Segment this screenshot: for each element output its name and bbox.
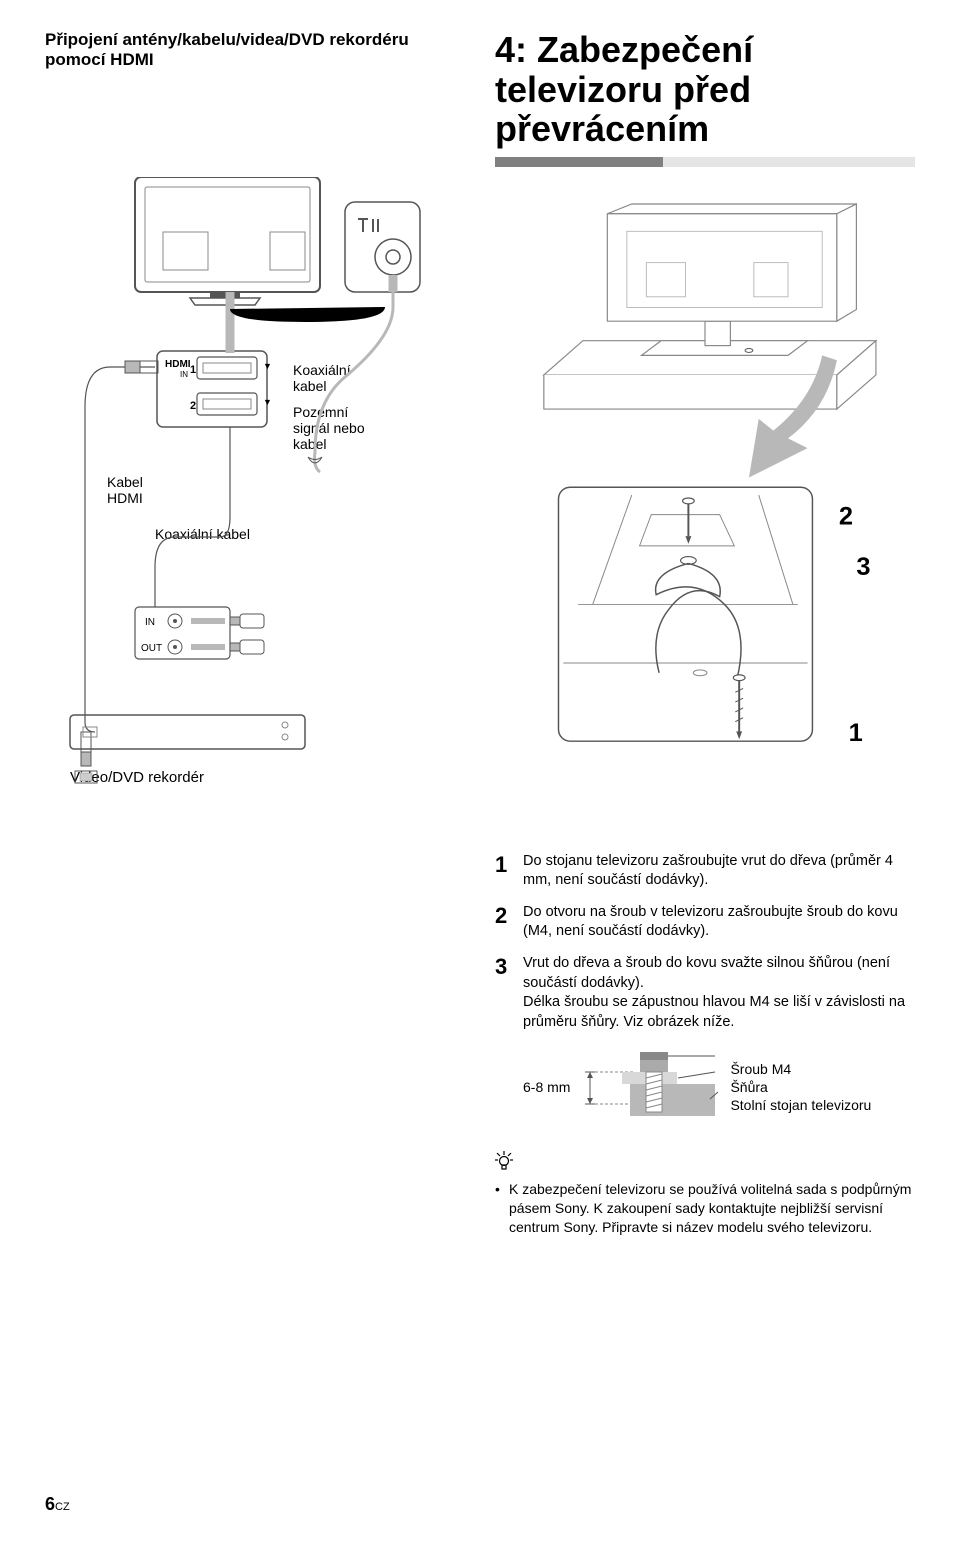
screw-cross-section: 6-8 mm (523, 1044, 925, 1129)
step-2: 2 Do otvoru na šroub v televizoru zašrou… (495, 903, 925, 942)
lightbulb-icon (495, 1151, 925, 1176)
tip-text: K zabezpečení televizoru se používá voli… (509, 1180, 925, 1237)
step-number: 2 (495, 903, 523, 942)
coax-label: Koaxiální (293, 362, 351, 378)
connection-diagram: HDMI IN 1 ▼ 2 ▼ Koaxiální kabel Pozemní … (45, 177, 475, 822)
svg-text:HDMI: HDMI (107, 490, 143, 506)
step-text: Do otvoru na šroub v televizoru zašroubu… (523, 903, 925, 942)
screw-m4-label: Šroub M4 (730, 1060, 871, 1078)
port-1: 1 (190, 364, 196, 376)
coax-label-2: Koaxiální kabel (155, 526, 250, 542)
step-text: Vrut do dřeva a šroub do kovu svažte sil… (523, 954, 925, 1032)
screw-height-label: 6-8 mm (523, 1079, 570, 1095)
main-title: 4: Zabezpečení televizoru před převrácen… (495, 30, 915, 149)
step-number: 1 (495, 852, 523, 891)
step-3: 3 Vrut do dřeva a šroub do kovu svažte s… (495, 954, 925, 1032)
in-label: IN (145, 617, 155, 628)
step-list: 1 Do stojanu televizoru zašroubujte vrut… (495, 852, 925, 1130)
svg-text:signál nebo: signál nebo (293, 420, 365, 436)
svg-text:kabel: kabel (293, 378, 326, 394)
svg-text:▼: ▼ (263, 361, 272, 371)
svg-text:HDMI: HDMI (165, 359, 191, 370)
out-label: OUT (141, 643, 162, 654)
hdmi-cable-label-1: Kabel (107, 474, 143, 490)
marker-3: 3 (856, 553, 870, 581)
step-1: 1 Do stojanu televizoru zašroubujte vrut… (495, 852, 925, 891)
step-number: 3 (495, 954, 523, 1032)
title-accent-bar (495, 157, 915, 167)
stand-label: Stolní stojan televizoru (730, 1096, 871, 1114)
hdmi-in-label: IN (180, 370, 188, 379)
marker-2: 2 (839, 502, 853, 530)
left-subtitle: Připojení antény/kabelu/videa/DVD rekord… (45, 30, 465, 71)
cord-label: Šňůra (730, 1078, 871, 1096)
tip-block: • K zabezpečení televizoru se používá vo… (495, 1151, 925, 1237)
port-2: 2 (190, 400, 196, 412)
svg-text:▼: ▼ (263, 397, 272, 407)
svg-text:kabel: kabel (293, 436, 326, 452)
tipover-diagram: 2 3 1 (495, 177, 915, 822)
page-number: 6CZ (45, 1494, 70, 1515)
marker-1: 1 (849, 719, 863, 747)
step-text: Do stojanu televizoru zašroubujte vrut d… (523, 852, 925, 891)
bullet: • (495, 1180, 509, 1237)
